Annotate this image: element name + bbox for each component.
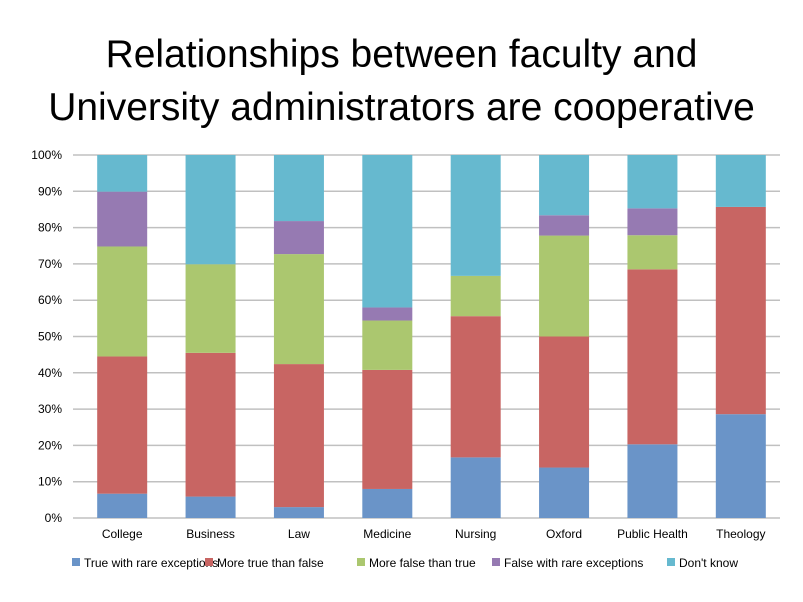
chart-title-line-1: Relationships between faculty and: [105, 33, 698, 76]
bar-segment: [539, 336, 590, 468]
y-tick-label: 0%: [45, 511, 63, 525]
bar-segment: [362, 320, 413, 370]
legend-label: More true than false: [217, 556, 324, 570]
legend-label: Don't know: [679, 556, 738, 570]
legend-swatch: [492, 558, 500, 566]
bar-segment: [450, 275, 501, 317]
bar-segment: [273, 507, 324, 518]
bar-segment: [185, 155, 236, 265]
x-tick-label: College: [102, 527, 143, 541]
y-tick-label: 90%: [38, 184, 62, 198]
y-tick-label: 40%: [38, 366, 62, 380]
x-tick-label: Public Health: [617, 527, 688, 541]
bar-segment: [627, 444, 678, 518]
legend-swatch: [667, 558, 675, 566]
bar-segment: [539, 215, 590, 236]
bar-segment: [715, 155, 766, 207]
bar-segment: [362, 307, 413, 321]
bar-segment: [362, 155, 413, 308]
legend-swatch: [72, 558, 80, 566]
x-tick-label: Oxford: [546, 527, 582, 541]
bar-segment: [627, 269, 678, 445]
bar-segment: [539, 467, 590, 518]
bar-segment: [362, 488, 413, 518]
y-tick-label: 100%: [31, 148, 62, 162]
chart-title-line-2: University administrators are cooperativ…: [48, 86, 755, 129]
bar-segment: [450, 155, 501, 276]
y-tick-label: 20%: [38, 438, 62, 452]
bar-segment: [185, 352, 236, 497]
bar-segment: [539, 235, 590, 337]
bar-segment: [627, 155, 678, 209]
bar-segment: [450, 457, 501, 518]
bar-segment: [97, 191, 148, 247]
bar-segment: [273, 221, 324, 255]
bar-segment: [97, 155, 148, 192]
y-tick-label: 60%: [38, 293, 62, 307]
bar-segment: [627, 208, 678, 236]
legend-label: More false than true: [369, 556, 476, 570]
legend-label: False with rare exceptions: [504, 556, 643, 570]
bar-segment: [185, 496, 236, 518]
bar-segment: [539, 155, 590, 216]
bar-segment: [97, 356, 148, 494]
x-tick-label: Theology: [716, 527, 765, 541]
legend-swatch: [357, 558, 365, 566]
bar-segment: [450, 316, 501, 458]
chart-title: Relationships between faculty and Univer…: [0, 28, 803, 134]
x-tick-label: Nursing: [455, 527, 496, 541]
bar-segment: [273, 364, 324, 508]
bar-segment: [273, 155, 324, 222]
bar-segment: [715, 414, 766, 518]
bar-segment: [273, 254, 324, 365]
bar-segment: [715, 206, 766, 415]
x-tick-label: Medicine: [363, 527, 411, 541]
x-tick-label: Business: [186, 527, 235, 541]
legend-label: True with rare exceptions: [84, 556, 218, 570]
bar-segment: [627, 235, 678, 270]
bar-segment: [185, 264, 236, 353]
y-tick-label: 10%: [38, 475, 62, 489]
bar-segment: [362, 369, 413, 489]
y-tick-label: 50%: [38, 330, 62, 344]
y-tick-label: 70%: [38, 257, 62, 271]
bar-segment: [97, 246, 148, 357]
x-tick-label: Law: [288, 527, 310, 541]
legend-swatch: [205, 558, 213, 566]
y-tick-label: 80%: [38, 221, 62, 235]
y-tick-label: 30%: [38, 402, 62, 416]
bar-segment: [97, 493, 148, 518]
